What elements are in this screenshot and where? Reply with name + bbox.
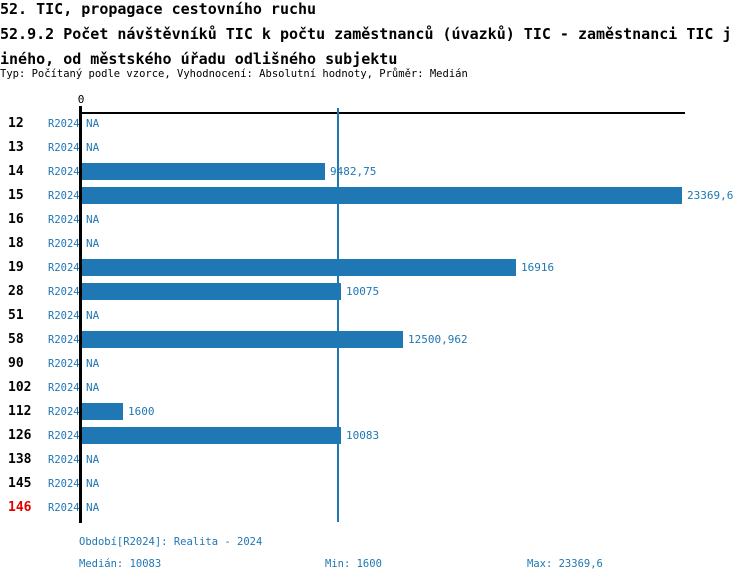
row-id-label: 145 — [8, 476, 32, 491]
chart-row: 51 R2024 NA — [0, 304, 750, 328]
row-na-label: NA — [86, 213, 100, 226]
chart-row: 14 R2024 9482,75 — [0, 160, 750, 184]
chart-row: 126 R2024 10083 — [0, 424, 750, 448]
row-id-label: 126 — [8, 428, 32, 443]
chart-title-line-2: 52.9.2 Počet návštěvníků TIC k počtu zam… — [0, 25, 732, 43]
row-series-label: R2024 — [48, 358, 80, 370]
row-bar — [82, 187, 682, 204]
row-bar — [82, 163, 325, 180]
chart-row: 58 R2024 12500,962 — [0, 328, 750, 352]
chart-row: 138 R2024 NA — [0, 448, 750, 472]
row-series-label: R2024 — [48, 334, 80, 346]
chart-row: 28 R2024 10075 — [0, 280, 750, 304]
row-na-label: NA — [86, 453, 100, 466]
row-series-label: R2024 — [48, 118, 80, 130]
row-id-label: 14 — [8, 164, 24, 179]
row-id-label: 13 — [8, 140, 24, 155]
row-na-label: NA — [86, 477, 100, 490]
row-bar — [82, 427, 341, 444]
footer-min-label: Min: 1600 — [325, 558, 382, 570]
row-series-label: R2024 — [48, 310, 80, 322]
footer-max-label: Max: 23369,6 — [527, 558, 603, 570]
row-na-label: NA — [86, 309, 100, 322]
row-series-label: R2024 — [48, 430, 80, 442]
row-id-label: 18 — [8, 236, 24, 251]
chart-row: 145 R2024 NA — [0, 472, 750, 496]
row-bar — [82, 283, 341, 300]
row-id-label: 138 — [8, 452, 32, 467]
chart-title-line-3: iného, od městského úřadu odlišného subj… — [0, 50, 398, 68]
row-series-label: R2024 — [48, 286, 80, 298]
chart-row: 12 R2024 NA — [0, 112, 750, 136]
row-series-label: R2024 — [48, 262, 80, 274]
row-id-label: 16 — [8, 212, 24, 227]
row-id-label: 15 — [8, 188, 24, 203]
footer-median-label: Medián: 10083 — [79, 558, 162, 570]
row-value-label: 10075 — [346, 285, 380, 298]
chart-row: 146 R2024 NA — [0, 496, 750, 520]
row-bar — [82, 259, 516, 276]
row-id-label: 28 — [8, 284, 24, 299]
row-na-label: NA — [86, 357, 100, 370]
chart-row: 112 R2024 1600 — [0, 400, 750, 424]
row-value-label: 1600 — [128, 405, 155, 418]
row-id-label: 19 — [8, 260, 24, 275]
row-na-label: NA — [86, 501, 100, 514]
x-axis-line — [80, 112, 685, 114]
row-bar — [82, 403, 123, 420]
row-id-label: 12 — [8, 116, 24, 131]
chart-row: 13 R2024 NA — [0, 136, 750, 160]
row-series-label: R2024 — [48, 238, 80, 250]
row-id-label: 112 — [8, 404, 32, 419]
row-series-label: R2024 — [48, 382, 80, 394]
row-series-label: R2024 — [48, 502, 80, 514]
row-series-label: R2024 — [48, 142, 80, 154]
axis-zero-tick-label: 0 — [77, 93, 85, 106]
y-axis-line — [79, 106, 82, 523]
row-series-label: R2024 — [48, 166, 80, 178]
row-na-label: NA — [86, 381, 100, 394]
row-value-label: 9482,75 — [330, 165, 377, 178]
row-series-label: R2024 — [48, 214, 80, 226]
row-value-label: 10083 — [346, 429, 380, 442]
chart-row: 16 R2024 NA — [0, 208, 750, 232]
row-series-label: R2024 — [48, 190, 80, 202]
row-value-label: 12500,962 — [408, 333, 468, 346]
row-na-label: NA — [86, 237, 100, 250]
footer-period-label: Období[R2024]: Realita - 2024 — [79, 536, 263, 548]
row-id-label: 51 — [8, 308, 24, 323]
row-id-label: 58 — [8, 332, 24, 347]
row-series-label: R2024 — [48, 406, 80, 418]
row-na-label: NA — [86, 117, 100, 130]
median-reference-line — [337, 108, 339, 522]
row-value-label: 23369,6 — [687, 189, 734, 202]
row-bar — [82, 331, 403, 348]
row-id-label: 90 — [8, 356, 24, 371]
chart-row: 90 R2024 NA — [0, 352, 750, 376]
row-series-label: R2024 — [48, 478, 80, 490]
row-na-label: NA — [86, 141, 100, 154]
chart-title-line-1: 52. TIC, propagace cestovního ruchu — [0, 0, 317, 18]
chart-row: 19 R2024 16916 — [0, 256, 750, 280]
chart-row: 18 R2024 NA — [0, 232, 750, 256]
chart-row: 15 R2024 23369,6 — [0, 184, 750, 208]
row-series-label: R2024 — [48, 454, 80, 466]
row-id-label: 102 — [8, 380, 32, 395]
chart-meta-line: Typ: Počítaný podle vzorce, Vyhodnocení:… — [0, 68, 468, 80]
row-id-label: 146 — [8, 500, 32, 515]
chart-row: 102 R2024 NA — [0, 376, 750, 400]
row-value-label: 16916 — [521, 261, 555, 274]
